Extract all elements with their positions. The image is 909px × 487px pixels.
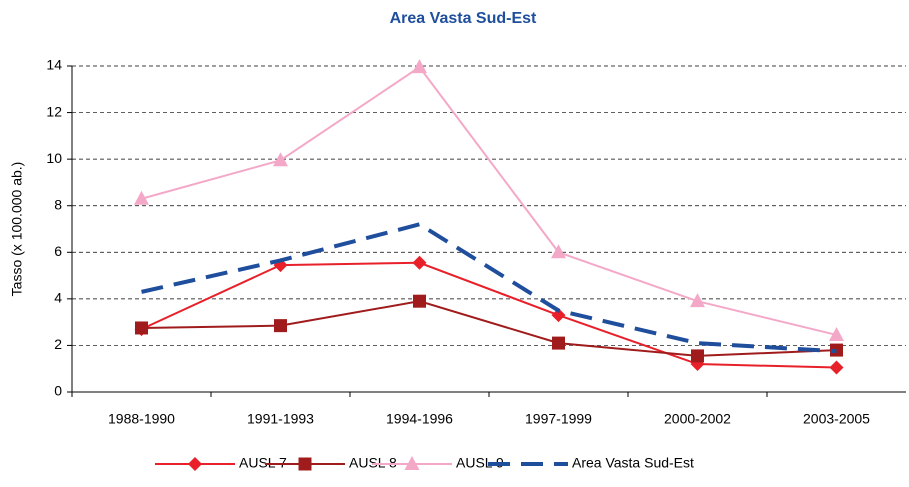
y-tick-label: 2 (54, 336, 62, 352)
x-tick-label: 1988-1990 (108, 411, 175, 427)
legend-marker (404, 456, 420, 470)
point (135, 321, 148, 335)
x-tick-label: 1991-1993 (247, 411, 314, 427)
series-line (141, 222, 837, 354)
legend-label: AUSL 8 (349, 455, 397, 471)
point (412, 255, 427, 270)
point (273, 152, 288, 167)
legend-marker (188, 457, 202, 471)
legend-label: Area Vasta Sud-Est (572, 455, 694, 471)
point (552, 336, 565, 350)
legend-label: AUSL 7 (239, 455, 287, 471)
y-tick-label: 4 (54, 290, 62, 306)
y-tick-label: 14 (46, 57, 62, 73)
series-line (141, 65, 837, 336)
series-line (141, 300, 837, 357)
point (274, 319, 287, 333)
point (829, 326, 844, 341)
legend-marker (298, 457, 312, 471)
point (551, 244, 566, 259)
point (691, 349, 704, 363)
y-axis-label: Tasso (x 100.000 ab.) (9, 162, 25, 297)
point (829, 360, 844, 375)
point (551, 308, 566, 323)
y-tick-label: 0 (54, 383, 62, 399)
point (412, 59, 427, 74)
legend-label: AUSL 9 (456, 455, 504, 471)
y-tick-label: 10 (46, 150, 62, 166)
x-tick-label: 1994-1996 (386, 411, 453, 427)
point (134, 190, 149, 205)
x-tick-label: 2000-2002 (664, 411, 731, 427)
series-line (141, 261, 837, 369)
y-tick-label: 8 (54, 196, 62, 212)
y-tick-label: 6 (54, 243, 62, 259)
chart-title: Area Vasta Sud-Est (390, 10, 537, 27)
point (413, 294, 426, 308)
x-tick-label: 2003-2005 (803, 411, 870, 427)
x-tick-label: 1997-1999 (525, 411, 592, 427)
point (690, 293, 705, 308)
y-tick-label: 12 (46, 103, 62, 119)
